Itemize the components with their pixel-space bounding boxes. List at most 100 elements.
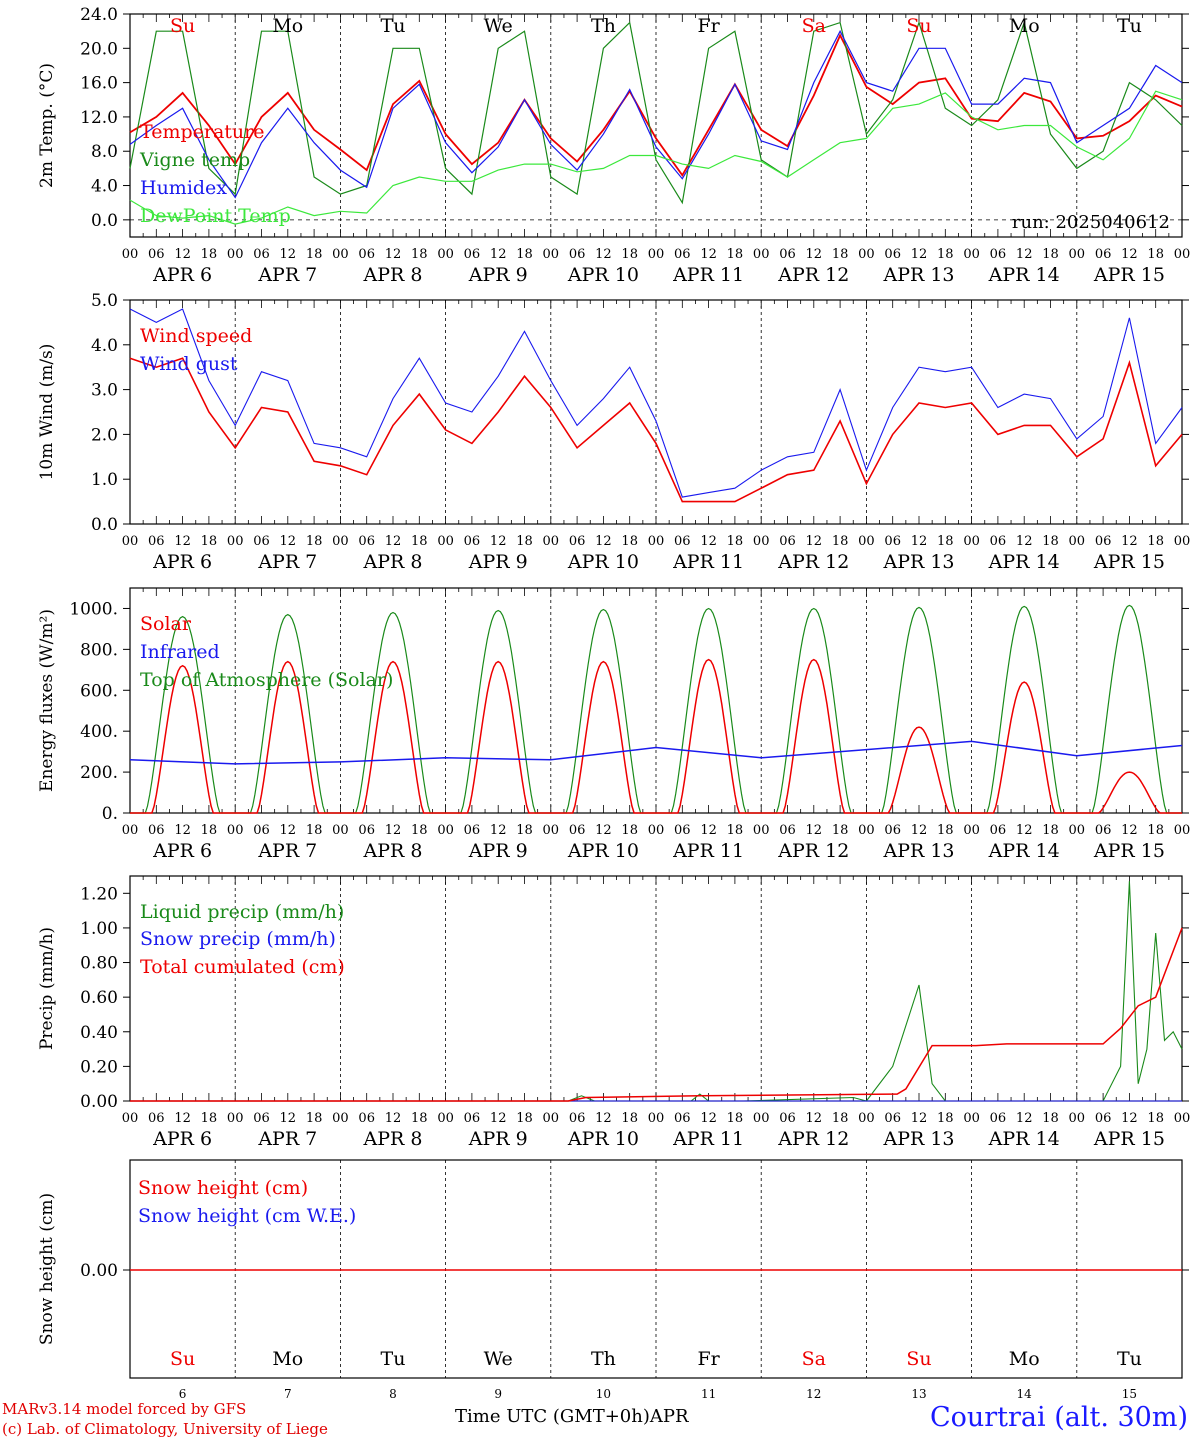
- legend-entry: Wind speed: [140, 325, 252, 347]
- hour-tick-label: 00: [753, 247, 770, 262]
- hour-tick-label: 00: [858, 247, 875, 262]
- hour-tick-label: 00: [963, 1111, 980, 1126]
- y-tick-label: 0.0: [91, 211, 118, 231]
- y-tick-label: 12.0: [80, 108, 118, 128]
- hour-tick-label: 12: [174, 823, 191, 838]
- hour-tick-label: 12: [700, 823, 717, 838]
- hour-tick-label: 12: [385, 534, 402, 549]
- hour-tick-label: 12: [490, 247, 507, 262]
- weekday-label: Tu: [381, 15, 406, 37]
- panel-3: 00 06 12 18 00 06 12 18 00 06 12 18 00 06 12 18 00 06 12 18…: [37, 587, 1190, 862]
- y-tick-label: 0.20: [80, 1057, 118, 1077]
- hour-tick-label: 18: [1147, 534, 1164, 549]
- hour-tick-label: 12: [700, 534, 717, 549]
- hour-tick-label: 18: [516, 1111, 533, 1126]
- y-tick-label: 800.: [80, 640, 118, 660]
- hour-tick-label: 18: [201, 534, 218, 549]
- date-label: APR 13: [882, 840, 954, 862]
- hour-tick-label: 18: [621, 1111, 638, 1126]
- hour-tick-label: 06: [358, 534, 375, 549]
- hour-tick-label: 12: [806, 534, 823, 549]
- panel-1: 00 06 12 18 00 06 12 18 00 06 12 18 00 06 12 18 00 06 12 18…: [37, 13, 1190, 286]
- hour-tick-label: 00: [858, 1111, 875, 1126]
- date-label: APR 6: [152, 551, 212, 573]
- series-line: [129, 90, 1183, 225]
- weekday-label: Mo: [272, 1348, 303, 1370]
- hour-tick-label: 18: [201, 1111, 218, 1126]
- date-label: APR 13: [882, 264, 954, 286]
- weekday-label: Fr: [697, 1348, 720, 1370]
- series-line: [130, 881, 1183, 1102]
- hour-tick-label: 00: [332, 823, 349, 838]
- hour-tick-label: 06: [674, 823, 691, 838]
- date-label: APR 8: [363, 264, 423, 286]
- hour-tick-label: 12: [700, 247, 717, 262]
- weekday-label: Sa: [802, 1348, 826, 1370]
- legend-entry: DewPoint Temp: [140, 205, 291, 227]
- hour-tick-label: 18: [621, 534, 638, 549]
- hour-tick-label: 12: [806, 1111, 823, 1126]
- hour-tick-label: 12: [806, 823, 823, 838]
- hour-tick-label: 18: [516, 823, 533, 838]
- hour-tick-label: 18: [937, 823, 954, 838]
- hour-tick-label: 18: [1042, 247, 1059, 262]
- hour-tick-label: 06: [464, 247, 481, 262]
- hour-tick-label: 00: [648, 1111, 665, 1126]
- hour-tick-label: 12: [280, 534, 297, 549]
- date-label: APR 11: [672, 264, 744, 286]
- hour-tick-label: 06: [253, 534, 270, 549]
- series-line: [129, 357, 1183, 503]
- station-label: Courtrai (alt. 30m): [929, 1402, 1188, 1433]
- hour-tick-label: 18: [306, 823, 323, 838]
- hour-tick-label: 00: [437, 823, 454, 838]
- hour-tick-label: 18: [1042, 823, 1059, 838]
- y-tick-label: 0.40: [80, 1023, 118, 1043]
- hour-tick-label: 00: [753, 823, 770, 838]
- hour-tick-label: 12: [280, 247, 297, 262]
- legend-entry: Wind gust: [140, 353, 238, 375]
- date-label: APR 14: [988, 551, 1060, 573]
- hour-tick-label: 00: [543, 247, 560, 262]
- legend-entry: Infrared: [140, 641, 220, 663]
- y-tick-label: 1000.: [69, 599, 118, 619]
- hour-tick-label: 12: [385, 823, 402, 838]
- hour-tick-label: 18: [516, 247, 533, 262]
- legend-entry: Snow height (cm W.E.): [138, 1205, 356, 1227]
- date-label: APR 8: [363, 551, 423, 573]
- hour-tick-label: 06: [884, 247, 901, 262]
- panel-5: Snow height (cm): [37, 1159, 1183, 1379]
- hour-tick-label: 06: [1095, 534, 1112, 549]
- hour-tick-label: 00: [1174, 534, 1191, 549]
- weekday-label: Th: [591, 15, 616, 37]
- hour-tick-label: 06: [990, 534, 1007, 549]
- y-axis-label: Precip (mm/h): [37, 927, 57, 1050]
- day-number-label: 12: [806, 1387, 821, 1401]
- hour-tick-label: 00: [122, 534, 139, 549]
- x-axis-title: Time UTC (GMT+0h)APR: [455, 1406, 689, 1427]
- date-label: APR 9: [468, 264, 528, 286]
- hour-tick-label: 06: [1095, 247, 1112, 262]
- date-label: APR 9: [468, 551, 528, 573]
- hour-tick-label: 12: [595, 1111, 612, 1126]
- date-label: APR 15: [1093, 264, 1165, 286]
- date-label: APR 7: [257, 264, 317, 286]
- hour-tick-label: 06: [569, 1111, 586, 1126]
- hour-tick-label: 18: [727, 823, 744, 838]
- hour-tick-label: 18: [306, 534, 323, 549]
- date-label: APR 14: [988, 840, 1060, 862]
- hour-tick-label: 12: [1121, 247, 1138, 262]
- hour-tick-label: 00: [227, 823, 244, 838]
- y-axis-label: Snow height (cm): [37, 1193, 57, 1345]
- weekday-label: Tu: [1117, 15, 1142, 37]
- date-label: APR 7: [257, 551, 317, 573]
- date-label: APR 13: [882, 1128, 954, 1150]
- series-line: [130, 658, 1182, 814]
- y-tick-label: 1.20: [80, 884, 118, 904]
- hour-tick-label: 00: [1069, 534, 1086, 549]
- legend-entry: Snow height (cm): [138, 1177, 308, 1199]
- legend-entry: Total cumulated (cm): [140, 956, 345, 978]
- hour-tick-label: 06: [253, 823, 270, 838]
- series-line: [129, 20, 1183, 205]
- hour-tick-label: 06: [569, 247, 586, 262]
